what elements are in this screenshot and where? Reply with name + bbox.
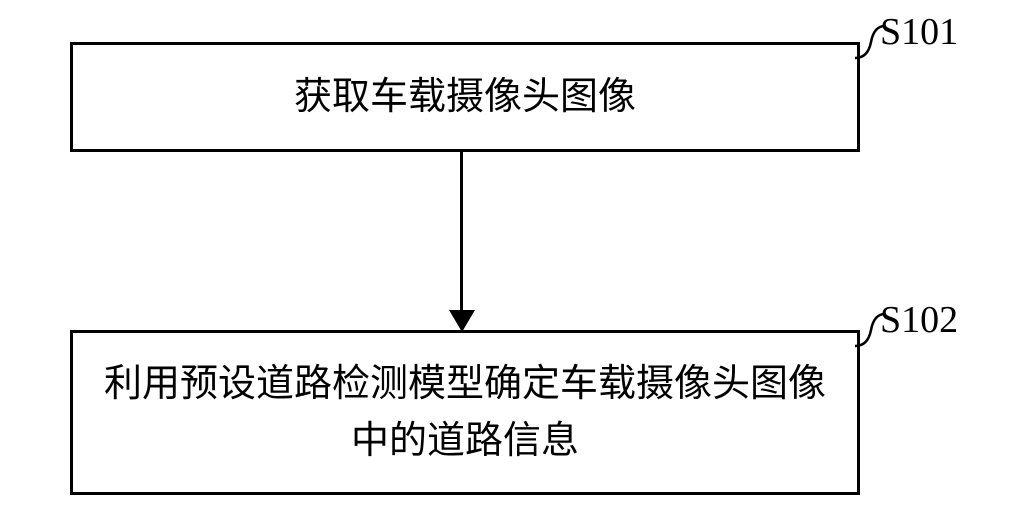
flowchart-arrow-head	[449, 310, 475, 332]
node-text-line2: 中的道路信息	[351, 413, 579, 470]
node-text: 获取车载摄像头图像	[294, 69, 636, 126]
flowchart-node-step2: 利用预设道路检测模型确定车载摄像头图像 中的道路信息	[70, 330, 860, 495]
step-label-2: S102	[880, 298, 958, 342]
step-label-1: S101	[880, 10, 958, 54]
flowchart-node-step1: 获取车载摄像头图像	[70, 42, 860, 152]
flowchart-arrow	[460, 152, 463, 312]
flowchart-container: 获取车载摄像头图像 S101 利用预设道路检测模型确定车载摄像头图像 中的道路信…	[0, 0, 1034, 520]
node-text-line1: 利用预设道路检测模型确定车载摄像头图像	[104, 356, 826, 413]
